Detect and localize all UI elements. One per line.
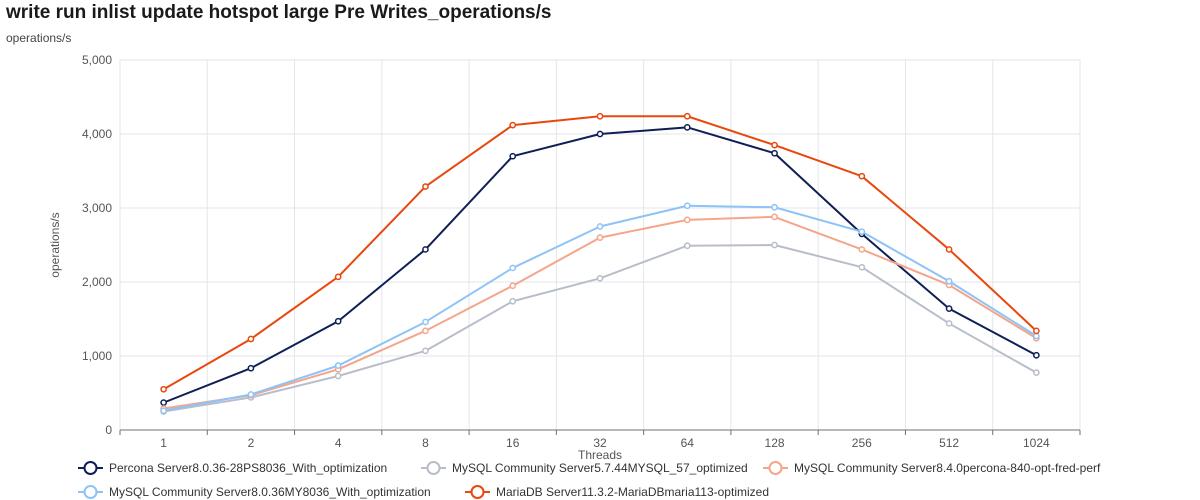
y-tick-label: 2,000 bbox=[82, 275, 112, 289]
legend-marker bbox=[426, 461, 441, 475]
chart-title: write run inlist update hotspot large Pr… bbox=[6, 2, 552, 23]
data-point bbox=[945, 320, 953, 327]
y-tick-label: 3,000 bbox=[82, 201, 112, 215]
legend-label: MySQL Community Server5.7.44MYSQL_57_opt… bbox=[452, 461, 748, 475]
x-tick-label: 128 bbox=[765, 436, 785, 450]
x-tick-label: 64 bbox=[681, 436, 695, 450]
data-point bbox=[422, 183, 429, 190]
y-tick-label: 4,000 bbox=[82, 127, 112, 141]
x-tick-label: 32 bbox=[593, 436, 607, 450]
data-point bbox=[1033, 351, 1040, 359]
axes: 0 1,000 2,000 3,000 4,000 5,000 1 2 4 8 16 32 64 128 2… bbox=[48, 53, 1081, 462]
data-point bbox=[334, 273, 342, 281]
series-lines bbox=[160, 112, 1040, 415]
data-point bbox=[945, 305, 953, 312]
data-point bbox=[509, 152, 517, 160]
data-point bbox=[509, 282, 517, 290]
data-point bbox=[422, 318, 429, 326]
data-point bbox=[1033, 327, 1040, 335]
data-point bbox=[334, 372, 342, 380]
legend-item: MySQL Community Server5.7.44MYSQL_57_opt… bbox=[421, 461, 748, 475]
data-point bbox=[1033, 332, 1040, 340]
legend-item: Percona Server8.0.36-28PS8036_With_optim… bbox=[78, 461, 387, 475]
data-point bbox=[683, 242, 691, 250]
legend-marker bbox=[470, 485, 485, 499]
data-point bbox=[160, 385, 167, 393]
data-point bbox=[160, 399, 167, 406]
data-point bbox=[771, 241, 778, 249]
y-tick-label: 0 bbox=[105, 423, 112, 437]
data-point bbox=[509, 264, 517, 272]
data-point bbox=[596, 130, 604, 138]
data-point bbox=[858, 263, 866, 271]
data-point bbox=[247, 364, 255, 372]
legend-marker bbox=[768, 461, 783, 475]
data-point bbox=[858, 172, 866, 180]
legend-marker bbox=[83, 485, 98, 499]
x-tick-label: 1024 bbox=[1023, 436, 1050, 450]
legend-marker bbox=[83, 461, 98, 475]
data-point bbox=[858, 246, 866, 253]
x-tick-label: 512 bbox=[939, 436, 959, 450]
x-tick-label: 4 bbox=[335, 436, 342, 450]
x-tick-label: 256 bbox=[852, 436, 872, 450]
data-point bbox=[422, 246, 429, 253]
legend: Percona Server8.0.36-28PS8036_With_optim… bbox=[78, 461, 1101, 499]
data-point bbox=[247, 335, 255, 343]
data-point bbox=[771, 203, 778, 211]
data-point bbox=[422, 327, 429, 335]
legend-label: MariaDB Server11.3.2-MariaDBmaria113-opt… bbox=[496, 485, 769, 499]
data-point bbox=[683, 216, 691, 224]
data-point bbox=[596, 223, 604, 230]
x-tick-label: 16 bbox=[506, 436, 520, 450]
data-point bbox=[858, 228, 866, 236]
data-point bbox=[422, 347, 429, 355]
y-tick-label: 1,000 bbox=[82, 349, 112, 363]
legend-item: MySQL Community Server8.4.0percona-840-o… bbox=[763, 461, 1101, 475]
x-tick-label: 1 bbox=[160, 436, 167, 450]
data-point bbox=[1033, 369, 1040, 376]
legend-label: MySQL Community Server8.4.0percona-840-o… bbox=[794, 461, 1101, 475]
data-point bbox=[771, 213, 778, 221]
data-point bbox=[509, 121, 517, 129]
data-point bbox=[945, 277, 953, 285]
data-point bbox=[509, 297, 517, 305]
y-tick-label: 5,000 bbox=[82, 53, 112, 67]
data-point bbox=[596, 234, 604, 241]
legend-label: Percona Server8.0.36-28PS8036_With_optim… bbox=[109, 461, 387, 475]
data-point bbox=[683, 112, 691, 120]
data-point bbox=[596, 112, 604, 120]
legend-item: MariaDB Server11.3.2-MariaDBmaria113-opt… bbox=[465, 485, 769, 499]
data-point bbox=[596, 274, 604, 282]
legend-item: MySQL Community Server8.0.36MY8036_With_… bbox=[78, 485, 431, 499]
data-point bbox=[160, 407, 167, 415]
x-tick-label: 8 bbox=[422, 436, 429, 450]
y-axis-title: operations/s bbox=[48, 212, 62, 277]
data-point bbox=[334, 362, 342, 369]
chart-subtitle: operations/s bbox=[6, 31, 72, 45]
data-point bbox=[683, 202, 691, 210]
legend-label: MySQL Community Server8.0.36MY8036_With_… bbox=[109, 485, 431, 499]
data-point bbox=[945, 246, 953, 253]
x-tick-label: 2 bbox=[248, 436, 255, 450]
data-point bbox=[771, 149, 778, 157]
data-point bbox=[334, 317, 342, 325]
data-point bbox=[771, 141, 778, 149]
data-point bbox=[683, 123, 691, 131]
data-point bbox=[247, 391, 255, 398]
x-axis-title: Threads bbox=[578, 448, 622, 462]
